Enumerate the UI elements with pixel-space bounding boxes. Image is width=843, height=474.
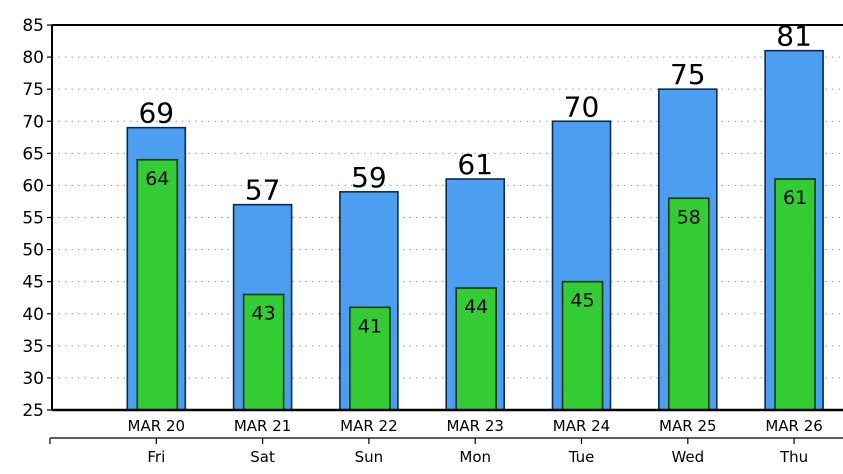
- x-tick-label-day: Thu: [779, 448, 808, 466]
- x-tick-label-day: Tue: [568, 448, 595, 466]
- data-label-low: 41: [358, 315, 382, 337]
- y-tick-label: 50: [22, 241, 44, 261]
- x-tick-label-date: MAR 21: [234, 417, 291, 435]
- data-label-high: 69: [138, 97, 174, 130]
- y-tick-label: 65: [22, 144, 44, 164]
- x-tick-label-date: MAR 23: [446, 417, 503, 435]
- y-tick-label: 25: [22, 401, 44, 421]
- data-label-high: 75: [670, 58, 706, 91]
- data-label-low: 61: [783, 187, 807, 209]
- x-tick-label-date: MAR 24: [553, 417, 610, 435]
- data-label-high: 57: [245, 174, 281, 207]
- x-tick-label-date: MAR 22: [340, 417, 397, 435]
- x-tick-label-day: Sun: [355, 448, 384, 466]
- y-tick-label: 35: [22, 337, 44, 357]
- y-axis: 25 30 35 40 45 50 55 60 65 70 75 80 85: [22, 16, 843, 421]
- data-label-low: 64: [145, 168, 169, 190]
- y-tick-label: 70: [22, 112, 44, 132]
- bar-low: [349, 306, 391, 411]
- data-label-low: 58: [677, 206, 701, 228]
- y-tick-label: 80: [22, 48, 44, 68]
- y-tick-label: 45: [22, 273, 44, 293]
- data-label-low: 45: [570, 290, 594, 312]
- x-tick-label-day: Wed: [671, 448, 704, 466]
- data-label-high: 70: [564, 90, 600, 123]
- data-label-low: 43: [252, 303, 276, 325]
- y-tick-label: 75: [22, 80, 44, 100]
- bar-low: [242, 293, 285, 411]
- data-label-low: 44: [464, 296, 488, 318]
- y-tick-label: 55: [22, 209, 44, 229]
- data-label-high: 61: [457, 148, 493, 181]
- y-tick-label: 85: [22, 16, 44, 36]
- y-tick-label: 30: [22, 369, 44, 389]
- bar-low: [667, 197, 710, 411]
- y-tick-label: 60: [22, 176, 44, 196]
- x-tick-label-date: MAR 26: [765, 417, 822, 435]
- bar-low: [561, 280, 604, 411]
- bars: 69 64 57 43 59 41 61 44 70 45 75 58 81 61: [126, 20, 824, 411]
- bar-low: [455, 287, 498, 411]
- data-label-high: 59: [351, 161, 387, 194]
- bar-low: [136, 158, 179, 411]
- x-axis: MAR 20 Fri MAR 21 Sat MAR 22 Sun MAR 23 Mon MAR …: [49, 408, 843, 466]
- x-tick-label-day: Sat: [250, 448, 275, 466]
- data-label-high: 81: [776, 20, 812, 53]
- y-tick-label: 40: [22, 305, 44, 325]
- x-tick-label-date: MAR 20: [128, 417, 185, 435]
- bar-low: [774, 178, 816, 411]
- x-tick-label-day: Mon: [459, 448, 491, 466]
- x-tick-label-date: MAR 25: [659, 417, 716, 435]
- x-tick-label-day: Fri: [147, 448, 165, 466]
